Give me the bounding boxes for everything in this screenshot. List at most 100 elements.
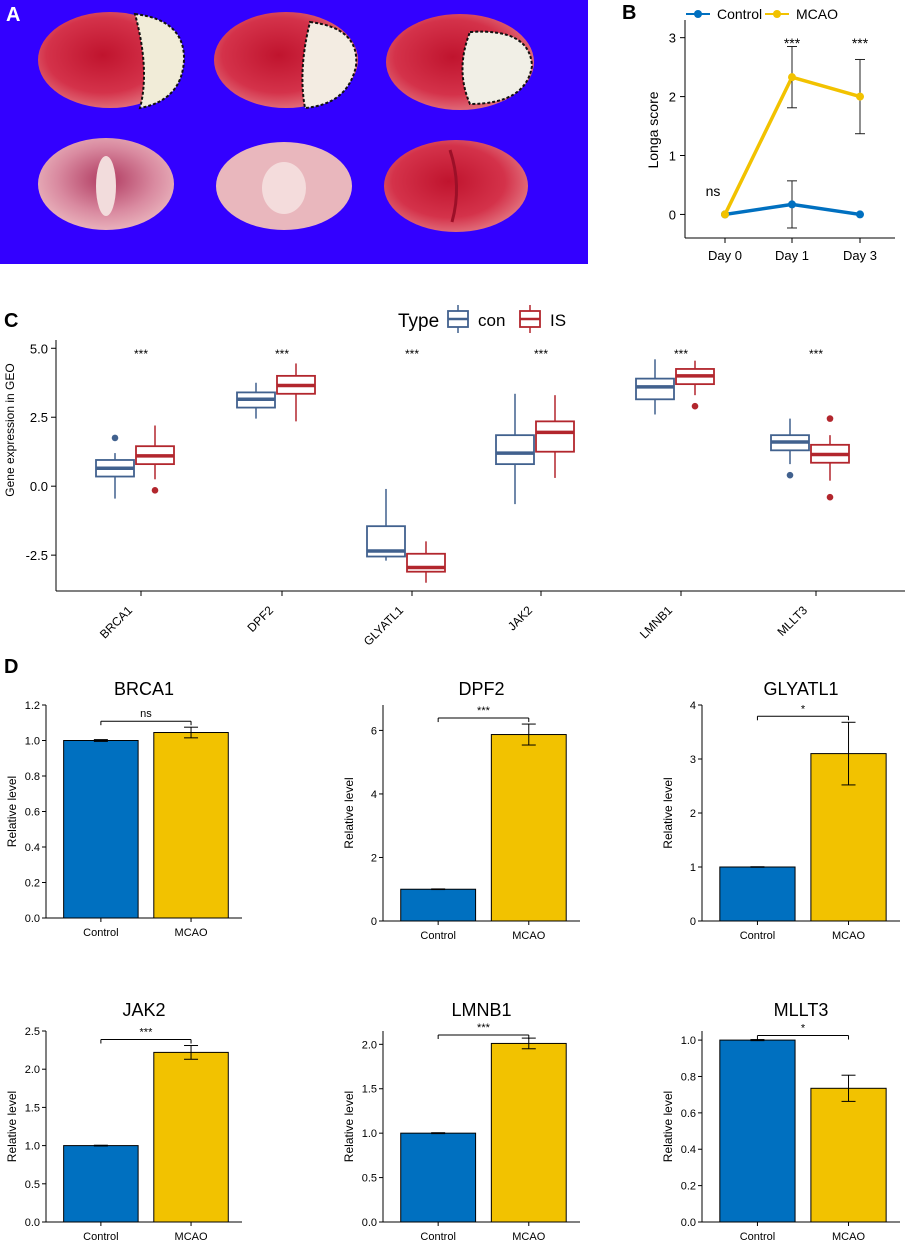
chart-b-point-control xyxy=(856,210,864,219)
chart-b-annotation: ns xyxy=(706,183,721,199)
chart-d-y-tick-label: 2.0 xyxy=(25,1064,40,1076)
chart-b-legend-marker xyxy=(694,10,702,18)
brain-slices-svg xyxy=(38,12,534,232)
chart-d-title: JAK2 xyxy=(122,1000,165,1020)
panel-label-d: D xyxy=(4,656,19,678)
chart-c-x-tick-label: JAK2 xyxy=(505,603,535,633)
chart-d-x-tick-label: Control xyxy=(420,1231,455,1242)
chart-b-legend-marker xyxy=(773,10,781,18)
chart-d-significance: ns xyxy=(140,708,152,720)
chart-d-x-tick-label: MCAO xyxy=(832,1231,865,1242)
brain-slice-control-1 xyxy=(38,138,174,230)
chart-d-x-tick-label: MCAO xyxy=(175,1231,208,1242)
chart-d-bar-control xyxy=(400,1132,477,1223)
chart-c-x-tick-label: GLYATL1 xyxy=(361,603,407,649)
chart-d-y-tick-label: 1.0 xyxy=(362,1128,377,1140)
chart-d-y-tick-label: 6 xyxy=(371,725,377,737)
chart-b-legend-label: Control xyxy=(717,6,762,22)
chart-d-x-tick-label: MCAO xyxy=(832,930,865,942)
chart-d-mllt3: 0.0 0.2 0.4 0.6 0.8 1.0 MLLT3 Relative level Con… xyxy=(661,1000,900,1242)
chart-d-significance: *** xyxy=(140,1027,154,1039)
chart-b-y-axis-label: Longa score xyxy=(645,91,661,168)
chart-d-lmnb1: 0.0 0.5 1.0 1.5 2.0 LMNB1 Relative level Contro… xyxy=(342,1000,580,1242)
chart-c-outlier-is xyxy=(826,493,834,501)
chart-b-y-tick-label: 0 xyxy=(669,207,676,222)
chart-d-bar-control xyxy=(400,888,477,922)
chart-d-significance: *** xyxy=(477,1022,491,1034)
chart-d-y-tick-label: 4 xyxy=(690,700,696,712)
chart-d-x-tick-label: Control xyxy=(740,1231,775,1242)
chart-d-title: MLLT3 xyxy=(774,1000,829,1020)
chart-d-y-tick-label: 0.5 xyxy=(25,1179,40,1191)
chart-c-box-con xyxy=(635,377,675,401)
chart-d-y-tick-label: 0.4 xyxy=(25,842,40,854)
chart-d-y-tick-label: 2.5 xyxy=(25,1026,40,1038)
chart-b-x-tick-label: Day 1 xyxy=(775,248,809,263)
chart-d-y-tick-label: 0.4 xyxy=(681,1144,696,1156)
chart-d-y-tick-label: 1.2 xyxy=(25,700,40,712)
chart-c-x-tick-label: BRCA1 xyxy=(97,603,135,641)
chart-d-y-axis-label: Relative level xyxy=(661,1091,675,1162)
chart-d-y-tick-label: 0.5 xyxy=(362,1173,377,1185)
chart-d-x-tick-label: Control xyxy=(83,927,118,939)
chart-c-box: 5.0 2.5 0.0 -2.5 Gene expression in GEO BRCA1… xyxy=(3,305,905,648)
chart-d-y-tick-label: 0.0 xyxy=(681,1217,696,1229)
chart-d-significance: * xyxy=(801,703,806,715)
chart-d-brca1: 0.0 0.2 0.4 0.6 0.8 1.0 1.2 BRCA1 Relative level… xyxy=(5,679,242,939)
chart-c-y-tick-label: 2.5 xyxy=(30,410,48,425)
chart-c-significance: *** xyxy=(674,347,688,361)
chart-d-y-axis-label: Relative level xyxy=(342,1091,356,1162)
chart-c-x-tick-label: DPF2 xyxy=(245,603,277,635)
chart-d-bar-control xyxy=(719,1039,796,1223)
chart-d-y-tick-label: 0.6 xyxy=(681,1108,696,1120)
chart-d-title: BRCA1 xyxy=(114,679,174,699)
chart-d-glyatl1: 0 1 2 3 4 GLYATL1 Relative level Control MCAO * xyxy=(661,679,900,942)
chart-d-x-tick-label: Control xyxy=(740,930,775,942)
brain-slice-mcao-1 xyxy=(38,12,186,110)
chart-d-x-tick-label: MCAO xyxy=(175,927,208,939)
chart-c-significance: *** xyxy=(809,347,823,361)
chart-c-legend-label: con xyxy=(478,311,505,330)
brain-slice-mcao-3 xyxy=(386,14,534,110)
chart-d-title: DPF2 xyxy=(458,679,504,699)
panel-label-c: C xyxy=(4,310,19,332)
chart-b-x-tick-label: Day 0 xyxy=(708,248,742,263)
chart-d-y-tick-label: 1 xyxy=(690,862,696,874)
chart-b-point-control xyxy=(788,200,796,209)
chart-c-legend-label: IS xyxy=(550,311,566,330)
chart-d-significance: * xyxy=(801,1023,806,1035)
chart-d-x-tick-label: MCAO xyxy=(512,1231,545,1242)
chart-d-y-tick-label: 2 xyxy=(690,808,696,820)
chart-d-bar-mcao xyxy=(490,1042,567,1223)
chart-d-y-tick-label: 0 xyxy=(371,916,377,928)
chart-b-y-tick-label: 2 xyxy=(669,90,676,105)
brain-slice-mcao-2 xyxy=(214,12,358,110)
chart-c-legend-title: Type xyxy=(398,311,439,332)
chart-d-dpf2: 0 2 4 6 DPF2 Relative level Control MCAO *** xyxy=(342,679,580,942)
chart-d-jak2: 0.0 0.5 1.0 1.5 2.0 2.5 JAK2 Relative level Cont… xyxy=(5,1000,242,1242)
chart-c-significance: *** xyxy=(134,347,148,361)
chart-d-y-tick-label: 1.5 xyxy=(25,1102,40,1114)
chart-d-y-axis-label: Relative level xyxy=(661,777,675,848)
chart-d-y-tick-label: 0.2 xyxy=(25,878,40,890)
panel-label-a: A xyxy=(6,4,21,26)
chart-d-x-tick-label: Control xyxy=(420,930,455,942)
chart-c-y-tick-label: -2.5 xyxy=(26,548,48,563)
chart-d-y-tick-label: 0.2 xyxy=(681,1181,696,1193)
panel-a-brain-slices-image xyxy=(0,0,588,264)
chart-d-y-tick-label: 0.0 xyxy=(362,1217,377,1229)
chart-b-annotation: *** xyxy=(784,35,801,51)
chart-d-y-axis-label: Relative level xyxy=(342,777,356,848)
chart-d-y-tick-label: 0.6 xyxy=(25,807,40,819)
brain-slice-control-3 xyxy=(384,140,528,232)
chart-b-legend-label: MCAO xyxy=(796,6,838,22)
chart-d-y-tick-label: 2.0 xyxy=(362,1039,377,1051)
chart-c-x-tick-label: MLLT3 xyxy=(774,603,810,639)
panel-label-b: B xyxy=(622,2,637,24)
chart-c-outlier-is xyxy=(826,415,834,422)
chart-b-point-mcao xyxy=(721,210,729,219)
chart-c-x-tick-label: LMNB1 xyxy=(637,603,675,641)
chart-d-x-tick-label: Control xyxy=(83,1231,118,1242)
